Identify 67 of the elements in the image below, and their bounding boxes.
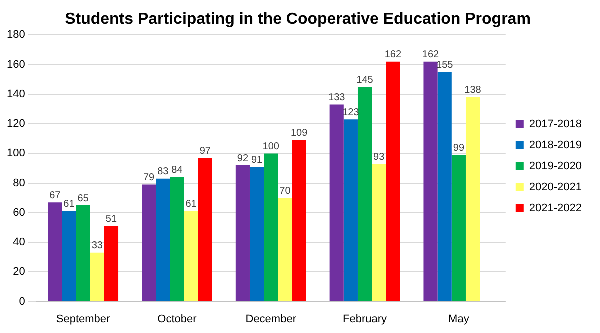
y-tick-label: 140 xyxy=(6,88,26,100)
data-label: 92 xyxy=(237,153,249,164)
data-label: 51 xyxy=(106,214,118,226)
data-label: 99 xyxy=(453,142,465,154)
x-tick-label: October xyxy=(158,313,198,326)
data-label: 97 xyxy=(200,146,212,157)
y-tick-label: 120 xyxy=(6,118,26,130)
x-tick-label: December xyxy=(246,313,297,326)
data-label: 67 xyxy=(50,190,62,202)
bar xyxy=(48,202,62,302)
bar xyxy=(264,154,278,302)
bar xyxy=(424,62,438,302)
data-label: 91 xyxy=(251,154,264,166)
data-label: 100 xyxy=(262,141,280,152)
data-label: 109 xyxy=(290,128,308,140)
bar xyxy=(170,177,184,302)
x-tick-label: May xyxy=(448,313,470,326)
bar xyxy=(104,226,119,302)
bar xyxy=(358,87,372,302)
data-label: 70 xyxy=(280,186,292,197)
y-tick-label: 100 xyxy=(6,148,26,160)
bar xyxy=(466,97,480,302)
y-tick-label: 80 xyxy=(13,177,26,190)
data-label: 84 xyxy=(172,165,184,176)
bar xyxy=(372,164,386,302)
data-label: 138 xyxy=(464,85,482,96)
data-label: 79 xyxy=(143,172,156,184)
legend-label: 2017-2018 xyxy=(529,118,582,131)
bar xyxy=(292,140,306,302)
bar xyxy=(198,158,212,302)
data-label: 65 xyxy=(78,193,90,204)
data-label: 83 xyxy=(158,166,170,178)
legend-label: 2019-2020 xyxy=(529,160,582,173)
bar xyxy=(344,120,358,302)
legend-label: 2021-2022 xyxy=(529,202,582,215)
data-label: 162 xyxy=(422,50,440,61)
y-tick-label: 180 xyxy=(6,29,26,42)
y-tick-label: 60 xyxy=(13,206,26,219)
bar xyxy=(236,166,250,302)
chart-title: Students Participating in the Cooperative Education Program xyxy=(65,11,531,28)
bar xyxy=(62,211,76,302)
data-label: 93 xyxy=(374,152,386,163)
legend-label: 2020-2021 xyxy=(529,182,582,194)
data-label: 61 xyxy=(64,199,76,210)
bar xyxy=(330,104,344,302)
legend-label: 2018-2019 xyxy=(529,140,582,152)
bar xyxy=(278,198,292,302)
y-tick-label: 0 xyxy=(19,296,26,308)
x-tick-label: February xyxy=(343,313,388,326)
bar xyxy=(184,211,198,302)
x-tick-label: September xyxy=(56,313,111,326)
y-tick-label: 160 xyxy=(6,58,26,71)
bar xyxy=(90,252,104,302)
bar xyxy=(76,206,90,302)
bar xyxy=(386,62,400,302)
data-label: 61 xyxy=(186,199,198,210)
data-label: 33 xyxy=(92,240,104,252)
bar xyxy=(452,155,466,302)
bar xyxy=(250,167,264,302)
data-label: 133 xyxy=(328,92,346,104)
bar xyxy=(142,184,156,302)
data-label: 145 xyxy=(356,74,374,86)
y-tick-label: 40 xyxy=(13,236,26,249)
y-tick-label: 20 xyxy=(13,266,26,278)
bar xyxy=(438,72,452,302)
bar xyxy=(156,178,170,302)
data-label: 162 xyxy=(384,50,402,61)
